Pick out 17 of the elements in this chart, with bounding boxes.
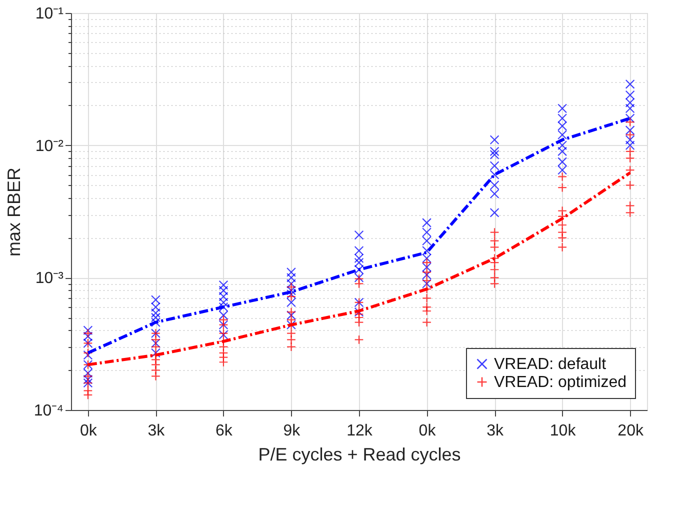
x-axis-title: P/E cycles + Read cycles xyxy=(258,444,461,464)
x-tick-label: 6k xyxy=(216,422,234,440)
y-axis-title: max RBER xyxy=(4,167,24,257)
x-tick-label: 3k xyxy=(148,422,166,440)
y-tick-label: 10⁻³ xyxy=(35,270,64,288)
x-tick-label: 0k xyxy=(418,422,437,440)
y-tick-label: 10⁻⁴ xyxy=(34,402,64,420)
x-tick-label: 0k xyxy=(80,422,98,440)
legend-label: VREAD: default xyxy=(494,356,607,373)
x-tick-label: 12k xyxy=(346,422,374,440)
y-tick-label: 10⁻¹ xyxy=(35,6,64,22)
y-tick-label: 10⁻² xyxy=(35,138,64,155)
x-tick-label: 10k xyxy=(550,422,577,440)
x-tick-label: 3k xyxy=(486,422,504,440)
x-tick-label: 20k xyxy=(618,422,644,440)
x-tick-label: 9k xyxy=(283,422,302,440)
legend-label: VREAD: optimized xyxy=(494,374,626,391)
